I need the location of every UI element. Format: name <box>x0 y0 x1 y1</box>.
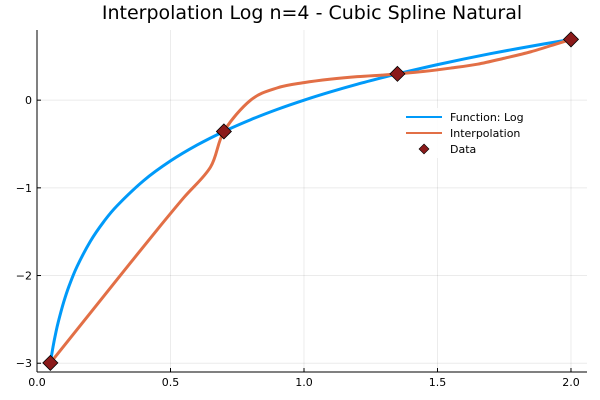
data-point-marker <box>389 65 406 82</box>
series-line-0 <box>48 37 573 365</box>
legend-label: Interpolation <box>450 127 520 140</box>
legend-swatch-marker <box>418 143 430 155</box>
tick-labels: 0.0 0.5 1.0 1.5 2.0 −3 −2 −1 0 <box>16 94 580 389</box>
x-tick-label: 0.5 <box>162 376 180 389</box>
legend-label: Function: Log <box>450 111 524 124</box>
y-tick-label: −1 <box>16 182 32 195</box>
data-point-marker <box>42 354 59 371</box>
y-tick-label: −3 <box>16 357 32 370</box>
legend: Function: Log Interpolation Data <box>400 108 530 158</box>
y-tick-label: −2 <box>16 270 32 283</box>
chart-title: Interpolation Log n=4 - Cubic Spline Nat… <box>102 2 522 24</box>
axes <box>36 30 587 373</box>
x-tick-label: 2.0 <box>562 376 580 389</box>
legend-label: Data <box>450 143 476 156</box>
y-tick-label: 0 <box>25 94 32 107</box>
plot-area <box>42 31 580 371</box>
grid <box>36 30 587 372</box>
data-point-marker <box>215 123 232 140</box>
data-point-marker <box>562 31 580 48</box>
x-tick-label: 1.0 <box>295 376 313 389</box>
x-tick-label: 1.5 <box>429 376 447 389</box>
x-tick-label: 0.0 <box>28 376 46 389</box>
series-line-1 <box>48 37 573 365</box>
